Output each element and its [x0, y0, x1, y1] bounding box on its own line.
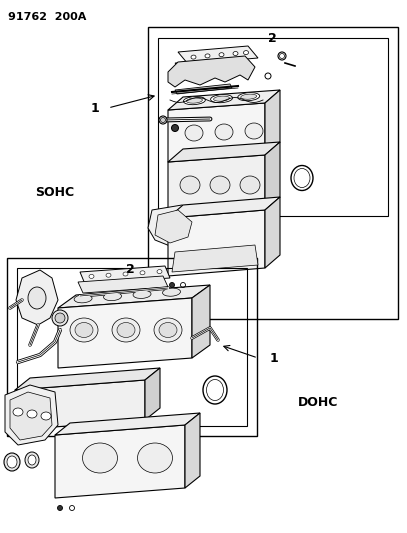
Ellipse shape — [52, 310, 68, 326]
Polygon shape — [155, 210, 192, 243]
Ellipse shape — [184, 96, 206, 104]
Ellipse shape — [180, 176, 200, 194]
Polygon shape — [58, 285, 210, 308]
Ellipse shape — [89, 274, 94, 278]
Ellipse shape — [28, 287, 46, 309]
Polygon shape — [168, 103, 265, 162]
Ellipse shape — [238, 93, 260, 101]
Ellipse shape — [112, 318, 140, 342]
Ellipse shape — [233, 52, 238, 55]
Ellipse shape — [74, 295, 92, 303]
Ellipse shape — [154, 318, 182, 342]
Ellipse shape — [210, 176, 230, 194]
Ellipse shape — [140, 271, 145, 275]
Ellipse shape — [205, 54, 210, 58]
Polygon shape — [185, 413, 200, 488]
Text: 1: 1 — [270, 351, 279, 365]
Polygon shape — [148, 205, 200, 248]
Ellipse shape — [191, 55, 196, 59]
Text: SOHC: SOHC — [35, 185, 74, 198]
Ellipse shape — [243, 51, 249, 54]
Text: 2: 2 — [126, 263, 134, 276]
Ellipse shape — [41, 412, 51, 420]
Ellipse shape — [159, 322, 177, 337]
Polygon shape — [175, 84, 232, 94]
Polygon shape — [265, 197, 280, 268]
Polygon shape — [265, 142, 280, 210]
Ellipse shape — [169, 282, 175, 287]
Ellipse shape — [215, 124, 233, 140]
Text: DOHC: DOHC — [298, 397, 338, 409]
Ellipse shape — [7, 456, 17, 468]
Bar — [148, 27, 398, 319]
Polygon shape — [78, 276, 168, 293]
Polygon shape — [265, 90, 280, 155]
Ellipse shape — [75, 322, 93, 337]
Ellipse shape — [27, 410, 37, 418]
Polygon shape — [55, 425, 185, 498]
Polygon shape — [168, 210, 265, 276]
Ellipse shape — [103, 293, 122, 301]
Bar — [158, 38, 388, 216]
Ellipse shape — [13, 408, 23, 416]
Polygon shape — [145, 368, 160, 420]
Ellipse shape — [57, 505, 63, 511]
Ellipse shape — [186, 98, 202, 103]
Ellipse shape — [171, 125, 179, 132]
Polygon shape — [168, 142, 280, 162]
Ellipse shape — [123, 272, 128, 276]
Ellipse shape — [160, 117, 166, 123]
Polygon shape — [16, 270, 58, 325]
Polygon shape — [5, 385, 58, 445]
Ellipse shape — [157, 270, 162, 273]
Text: 2: 2 — [268, 32, 276, 45]
Polygon shape — [175, 57, 253, 74]
Ellipse shape — [138, 443, 173, 473]
Polygon shape — [15, 380, 145, 430]
Polygon shape — [168, 90, 280, 110]
Ellipse shape — [83, 443, 118, 473]
Ellipse shape — [133, 290, 151, 298]
Ellipse shape — [241, 94, 257, 99]
Ellipse shape — [185, 125, 203, 141]
Ellipse shape — [159, 116, 167, 124]
Text: 1: 1 — [91, 101, 99, 115]
Polygon shape — [10, 392, 52, 440]
Ellipse shape — [210, 94, 232, 103]
Ellipse shape — [106, 273, 111, 277]
Ellipse shape — [4, 453, 20, 471]
Text: 91762  200A: 91762 200A — [8, 12, 86, 22]
Polygon shape — [172, 245, 258, 272]
Polygon shape — [168, 197, 280, 218]
Bar — [7, 258, 257, 436]
Polygon shape — [168, 155, 265, 218]
Ellipse shape — [28, 455, 36, 465]
Ellipse shape — [219, 53, 224, 56]
Ellipse shape — [240, 176, 260, 194]
Polygon shape — [178, 46, 258, 64]
Ellipse shape — [55, 313, 65, 323]
Bar — [17, 268, 247, 426]
Ellipse shape — [214, 96, 230, 101]
Ellipse shape — [117, 322, 135, 337]
Ellipse shape — [245, 123, 263, 139]
Ellipse shape — [70, 318, 98, 342]
Polygon shape — [55, 413, 200, 435]
Ellipse shape — [25, 452, 39, 468]
Polygon shape — [80, 266, 170, 284]
Polygon shape — [168, 56, 255, 87]
Ellipse shape — [162, 288, 180, 296]
Polygon shape — [58, 298, 192, 368]
Polygon shape — [192, 285, 210, 358]
Polygon shape — [15, 368, 160, 390]
